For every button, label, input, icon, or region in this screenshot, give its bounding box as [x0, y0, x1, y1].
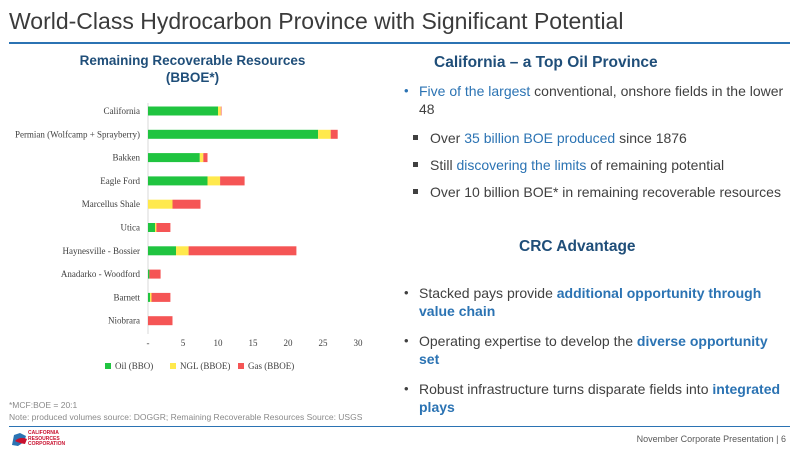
- logo-wordmark: CALIFORNIA RESOURCES CORPORATION: [28, 430, 66, 448]
- bar-segment: [188, 246, 297, 256]
- logo-line: CALIFORNIA: [28, 430, 59, 436]
- bar-segment: [203, 153, 208, 163]
- bar-segment: [207, 176, 221, 186]
- bullet-text: Robust infrastructure turns disparate fi…: [419, 381, 713, 397]
- bar-segment: [150, 292, 152, 302]
- sub-bullet-pre: Over: [430, 130, 465, 146]
- sub-bullet-remaining: Over 10 billion BOE* in remaining recove…: [400, 183, 785, 201]
- x-tick-label: 10: [214, 338, 224, 348]
- bar-segment: [148, 129, 319, 139]
- panel-heading: California – a Top Oil Province: [434, 54, 658, 71]
- footer-divider: [9, 426, 790, 427]
- legend-swatch: [170, 363, 176, 369]
- bullet-dot-icon: •: [404, 381, 409, 396]
- logo-line: CORPORATION: [28, 441, 66, 447]
- footer-text: November Corporate Presentation | 6: [636, 434, 786, 444]
- chart-title-line-1: Remaining Recoverable Resources: [79, 53, 306, 68]
- advantage-heading: CRC Advantage: [519, 238, 636, 255]
- chart-title: Remaining Recoverable Resources (BBOE*): [60, 52, 325, 86]
- category-label: Permian (Wolfcamp + Sprayberry): [15, 129, 140, 139]
- legend-label: Oil (BBO): [115, 361, 153, 371]
- bullet-operating-expertise: • Operating expertise to develop the div…: [400, 332, 785, 368]
- logo-line: RESOURCES: [28, 435, 60, 442]
- bar-segment: [218, 106, 221, 116]
- category-label: Utica: [121, 223, 141, 233]
- highlight-text: diverse opportunity set: [419, 333, 768, 367]
- highlight-text: discovering the limits: [456, 157, 587, 173]
- category-label: Marcellus Shale: [82, 199, 140, 209]
- footnote-conversion: *MCF:BOE = 20:1: [9, 400, 78, 410]
- x-tick-label: 15: [249, 338, 259, 348]
- bullet-dot-icon: •: [404, 285, 409, 300]
- sub-bullet-limits: Still discovering the limits of remainin…: [400, 156, 785, 174]
- bar-segment: [155, 223, 157, 232]
- chart-title-line-2: (BBOE*): [165, 70, 220, 85]
- bar-segment: [199, 153, 204, 163]
- x-tick-label: 25: [319, 338, 329, 348]
- sub-bullet-pre: Over 10 billion BOE* in remaining recove…: [430, 184, 781, 200]
- category-label: Eagle Ford: [100, 176, 140, 186]
- square-bullet-icon: [413, 189, 418, 194]
- bar-segment: [148, 269, 150, 279]
- bar-segment: [148, 106, 218, 116]
- bullet-list-province: • Five of the largest conventional, onsh…: [400, 82, 785, 201]
- bar-segment: [151, 292, 171, 302]
- stacked-bar-chart: California Permian (Wolfcamp + Sprayberry…: [15, 103, 364, 371]
- bar-segment: [148, 199, 173, 209]
- square-bullet-icon: [413, 162, 418, 167]
- highlight-text: Five of the largest: [419, 83, 531, 99]
- bullet-five-largest: • Five of the largest conventional, onsh…: [400, 82, 785, 118]
- bar-segment: [156, 223, 171, 232]
- category-label: California: [104, 106, 141, 116]
- slide-title: World-Class Hydrocarbon Province with Si…: [9, 8, 624, 34]
- bullet-robust-infrastructure: • Robust infrastructure turns disparate …: [400, 380, 785, 416]
- highlight-text: integrated plays: [419, 381, 781, 415]
- bar-segment: [148, 153, 200, 163]
- x-tick-label: 5: [181, 338, 186, 348]
- sub-bullet-pre: Still: [430, 157, 457, 173]
- legend-swatch: [238, 363, 244, 369]
- bullet-text: Operating expertise to develop the: [419, 333, 637, 349]
- footnote-source: Note: produced volumes source: DOGGR; Re…: [9, 412, 363, 422]
- bar-segment: [172, 199, 201, 209]
- bar-segment: [148, 292, 151, 302]
- bar-segment: [148, 223, 155, 232]
- bar-segment: [330, 129, 338, 139]
- x-tick-label: 30: [354, 338, 364, 348]
- category-label: Bakken: [113, 153, 141, 163]
- bullet-text: conventional, onshore fields in the lowe…: [419, 83, 784, 117]
- bar-segment: [148, 176, 208, 186]
- legend-label: Gas (BBOE): [248, 361, 294, 371]
- highlight-text: additional opportunity through value cha…: [419, 285, 762, 319]
- category-label: Barnett: [114, 292, 141, 302]
- bar-segment: [148, 316, 173, 326]
- x-tick-label: 20: [284, 338, 294, 348]
- sub-bullet-post: of remaining potential: [586, 157, 725, 173]
- category-label: Haynesville - Bossier: [63, 246, 140, 256]
- legend-label: NGL (BBOE): [180, 361, 230, 371]
- legend-swatch: [105, 363, 111, 369]
- bullet-stacked-pays: • Stacked pays provide additional opport…: [400, 284, 785, 320]
- bar-segment: [318, 129, 331, 139]
- bullet-dot-icon: •: [404, 333, 409, 348]
- bar-segment: [220, 106, 222, 116]
- title-divider: [9, 42, 790, 44]
- bar-segment: [176, 246, 189, 256]
- x-tick-label: -: [147, 338, 150, 348]
- bullet-list-advantage: • Stacked pays provide additional opport…: [400, 284, 785, 428]
- highlight-text: 35 billion BOE produced: [464, 130, 616, 146]
- bar-segment: [148, 246, 176, 256]
- sub-bullet-post: since 1876: [615, 130, 687, 146]
- bar-segment: [149, 269, 161, 279]
- category-label: Anadarko - Woodford: [61, 269, 141, 279]
- category-label: Niobrara: [108, 316, 140, 326]
- sub-bullet-produced: Over 35 billion BOE produced since 1876: [400, 129, 785, 147]
- bullet-text: Stacked pays provide: [419, 285, 557, 301]
- crc-logo-icon: [12, 433, 27, 446]
- square-bullet-icon: [413, 135, 418, 140]
- bullet-dot-icon: •: [404, 83, 409, 98]
- bar-segment: [220, 176, 245, 186]
